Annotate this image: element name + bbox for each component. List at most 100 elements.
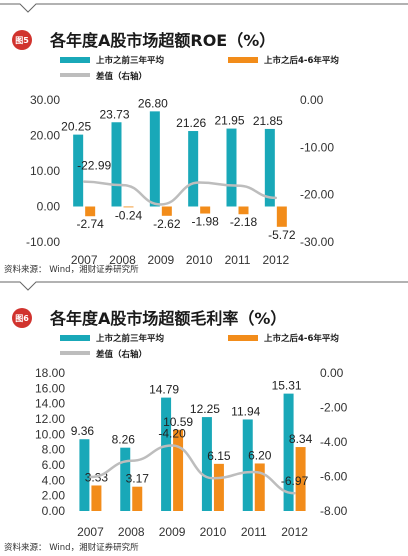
diff-line <box>84 180 276 206</box>
data-label-series-2: -1.98 <box>191 215 219 229</box>
data-label-series-2: 6.15 <box>207 449 231 463</box>
legend-label-series-2: 上市之后4-6年平均 <box>264 55 339 66</box>
data-label-series-2: 8.34 <box>289 432 313 446</box>
data-label-series-1: 12.25 <box>190 402 220 416</box>
y-tick-label: 10.00 <box>35 427 65 441</box>
data-label-diff: -4.20 <box>158 426 186 440</box>
data-label-series-1: 23.73 <box>99 107 129 121</box>
y2-tick-label: -8.00 <box>320 504 348 518</box>
bar-series-1 <box>226 128 237 207</box>
data-label-series-1: 21.85 <box>253 114 283 128</box>
diff-point <box>274 196 278 200</box>
data-label-series-1: 26.80 <box>138 96 168 110</box>
y-tick-label: 0.00 <box>42 504 66 518</box>
y2-tick-label: -4.00 <box>320 435 348 449</box>
diff-point <box>236 184 239 187</box>
figure-badge-label: 图5 <box>15 36 29 45</box>
bar-series-1 <box>161 397 172 511</box>
legend-label-series-2: 上市之后4-6年平均 <box>264 333 339 344</box>
y2-tick-label: -30.00 <box>300 235 334 249</box>
diff-point <box>293 492 296 495</box>
y-tick-label: 30.00 <box>30 93 60 107</box>
y-tick-label: 10.00 <box>30 164 60 178</box>
bar-series-2 <box>213 463 224 511</box>
y2-tick-label: -10.00 <box>300 140 334 154</box>
data-label-series-2: -2.18 <box>230 215 258 229</box>
diff-point <box>121 183 124 187</box>
x-tick-label: 2007 <box>71 253 98 267</box>
bar-series-1 <box>79 439 90 511</box>
y-tick-label: 2.00 <box>42 489 66 503</box>
x-tick-label: 2012 <box>262 253 289 267</box>
y2-tick-label: -20.00 <box>300 188 334 202</box>
x-tick-label: 2009 <box>147 253 174 267</box>
data-label-series-2: -2.62 <box>153 217 181 231</box>
diff-point <box>170 444 174 447</box>
diff-point <box>159 203 163 206</box>
x-tick-label: 2010 <box>186 253 213 267</box>
x-tick-label: 2007 <box>77 525 104 539</box>
figure-badge-label: 图6 <box>15 314 29 323</box>
data-label-series-2: -2.74 <box>76 217 104 231</box>
bar-series-2 <box>254 463 265 511</box>
bar-series-1 <box>264 128 275 207</box>
legend-swatch-series-1 <box>60 335 90 341</box>
legend-label-series-1: 上市之前三年平均 <box>96 333 165 344</box>
data-label-series-1: 15.31 <box>272 379 302 393</box>
bar-series-1 <box>149 111 160 207</box>
bar-series-1 <box>201 417 212 511</box>
x-tick-label: 2012 <box>281 525 308 539</box>
bar-series-1 <box>188 131 199 207</box>
figure-badge <box>12 30 32 50</box>
x-tick-label: 2011 <box>225 253 251 267</box>
bar-series-1 <box>120 447 131 511</box>
data-label-diff: -6.97 <box>281 474 309 488</box>
legend-swatch-series-1 <box>60 57 90 63</box>
legend-swatch-diff <box>60 73 90 77</box>
bar-series-1 <box>283 393 294 511</box>
bar-series-2 <box>295 447 306 511</box>
roe-chart: 图5 各年度A股市场超额ROE（%） 上市之前三年平均 上市之后4-6年平均差值（右轴… <box>0 3 408 275</box>
bar-series-2 <box>161 206 172 216</box>
data-label-series-1: 20.25 <box>61 120 91 134</box>
data-label-series-1: 14.79 <box>149 383 179 397</box>
x-tick-label: 2008 <box>109 253 136 267</box>
bar-series-2 <box>123 206 134 208</box>
x-tick-label: 2008 <box>118 525 145 539</box>
bar-series-1 <box>73 134 84 207</box>
legend-swatch-series-2 <box>228 57 258 63</box>
diff-point <box>211 477 215 480</box>
bar-series-2 <box>200 206 211 214</box>
bar-series-1 <box>111 122 122 207</box>
bar-series-2 <box>276 206 287 227</box>
y-tick-label: 18.00 <box>35 366 65 380</box>
y-tick-label: 12.00 <box>35 412 65 426</box>
legend-swatch-series-2 <box>228 335 258 341</box>
y-tick-label: -10.00 <box>26 235 60 249</box>
legend-swatch-diff <box>60 351 90 355</box>
diff-point <box>252 470 255 474</box>
gross-margin-chart: 图6 各年度A股市场超额毛利率（%） 上市之前三年平均 上市之后4-6年平均差值（右轴… <box>0 281 408 553</box>
data-label-series-2: -5.72 <box>268 228 296 242</box>
y-tick-label: 6.00 <box>42 458 66 472</box>
diff-point <box>89 475 92 479</box>
y2-tick-label: 0.00 <box>320 366 344 380</box>
bar-series-2 <box>132 486 143 511</box>
data-label-series-1: 21.26 <box>176 116 206 130</box>
y2-tick-label: -2.00 <box>320 401 348 415</box>
x-tick-label: 2009 <box>159 525 186 539</box>
y-tick-label: 20.00 <box>30 129 60 143</box>
legend-label-diff: 差值（右轴） <box>95 349 147 360</box>
top-rule <box>0 281 408 291</box>
figure-badge <box>12 308 32 328</box>
bar-series-2 <box>238 206 249 215</box>
y-tick-label: 8.00 <box>42 443 66 457</box>
x-tick-label: 2010 <box>200 525 227 539</box>
x-tick-label: 2011 <box>241 525 267 539</box>
y-tick-label: 0.00 <box>37 200 61 214</box>
diff-point <box>197 181 201 184</box>
legend-label-series-1: 上市之前三年平均 <box>96 55 165 66</box>
y-tick-label: 16.00 <box>35 381 65 395</box>
diff-point <box>130 459 133 463</box>
bar-series-1 <box>242 419 253 511</box>
